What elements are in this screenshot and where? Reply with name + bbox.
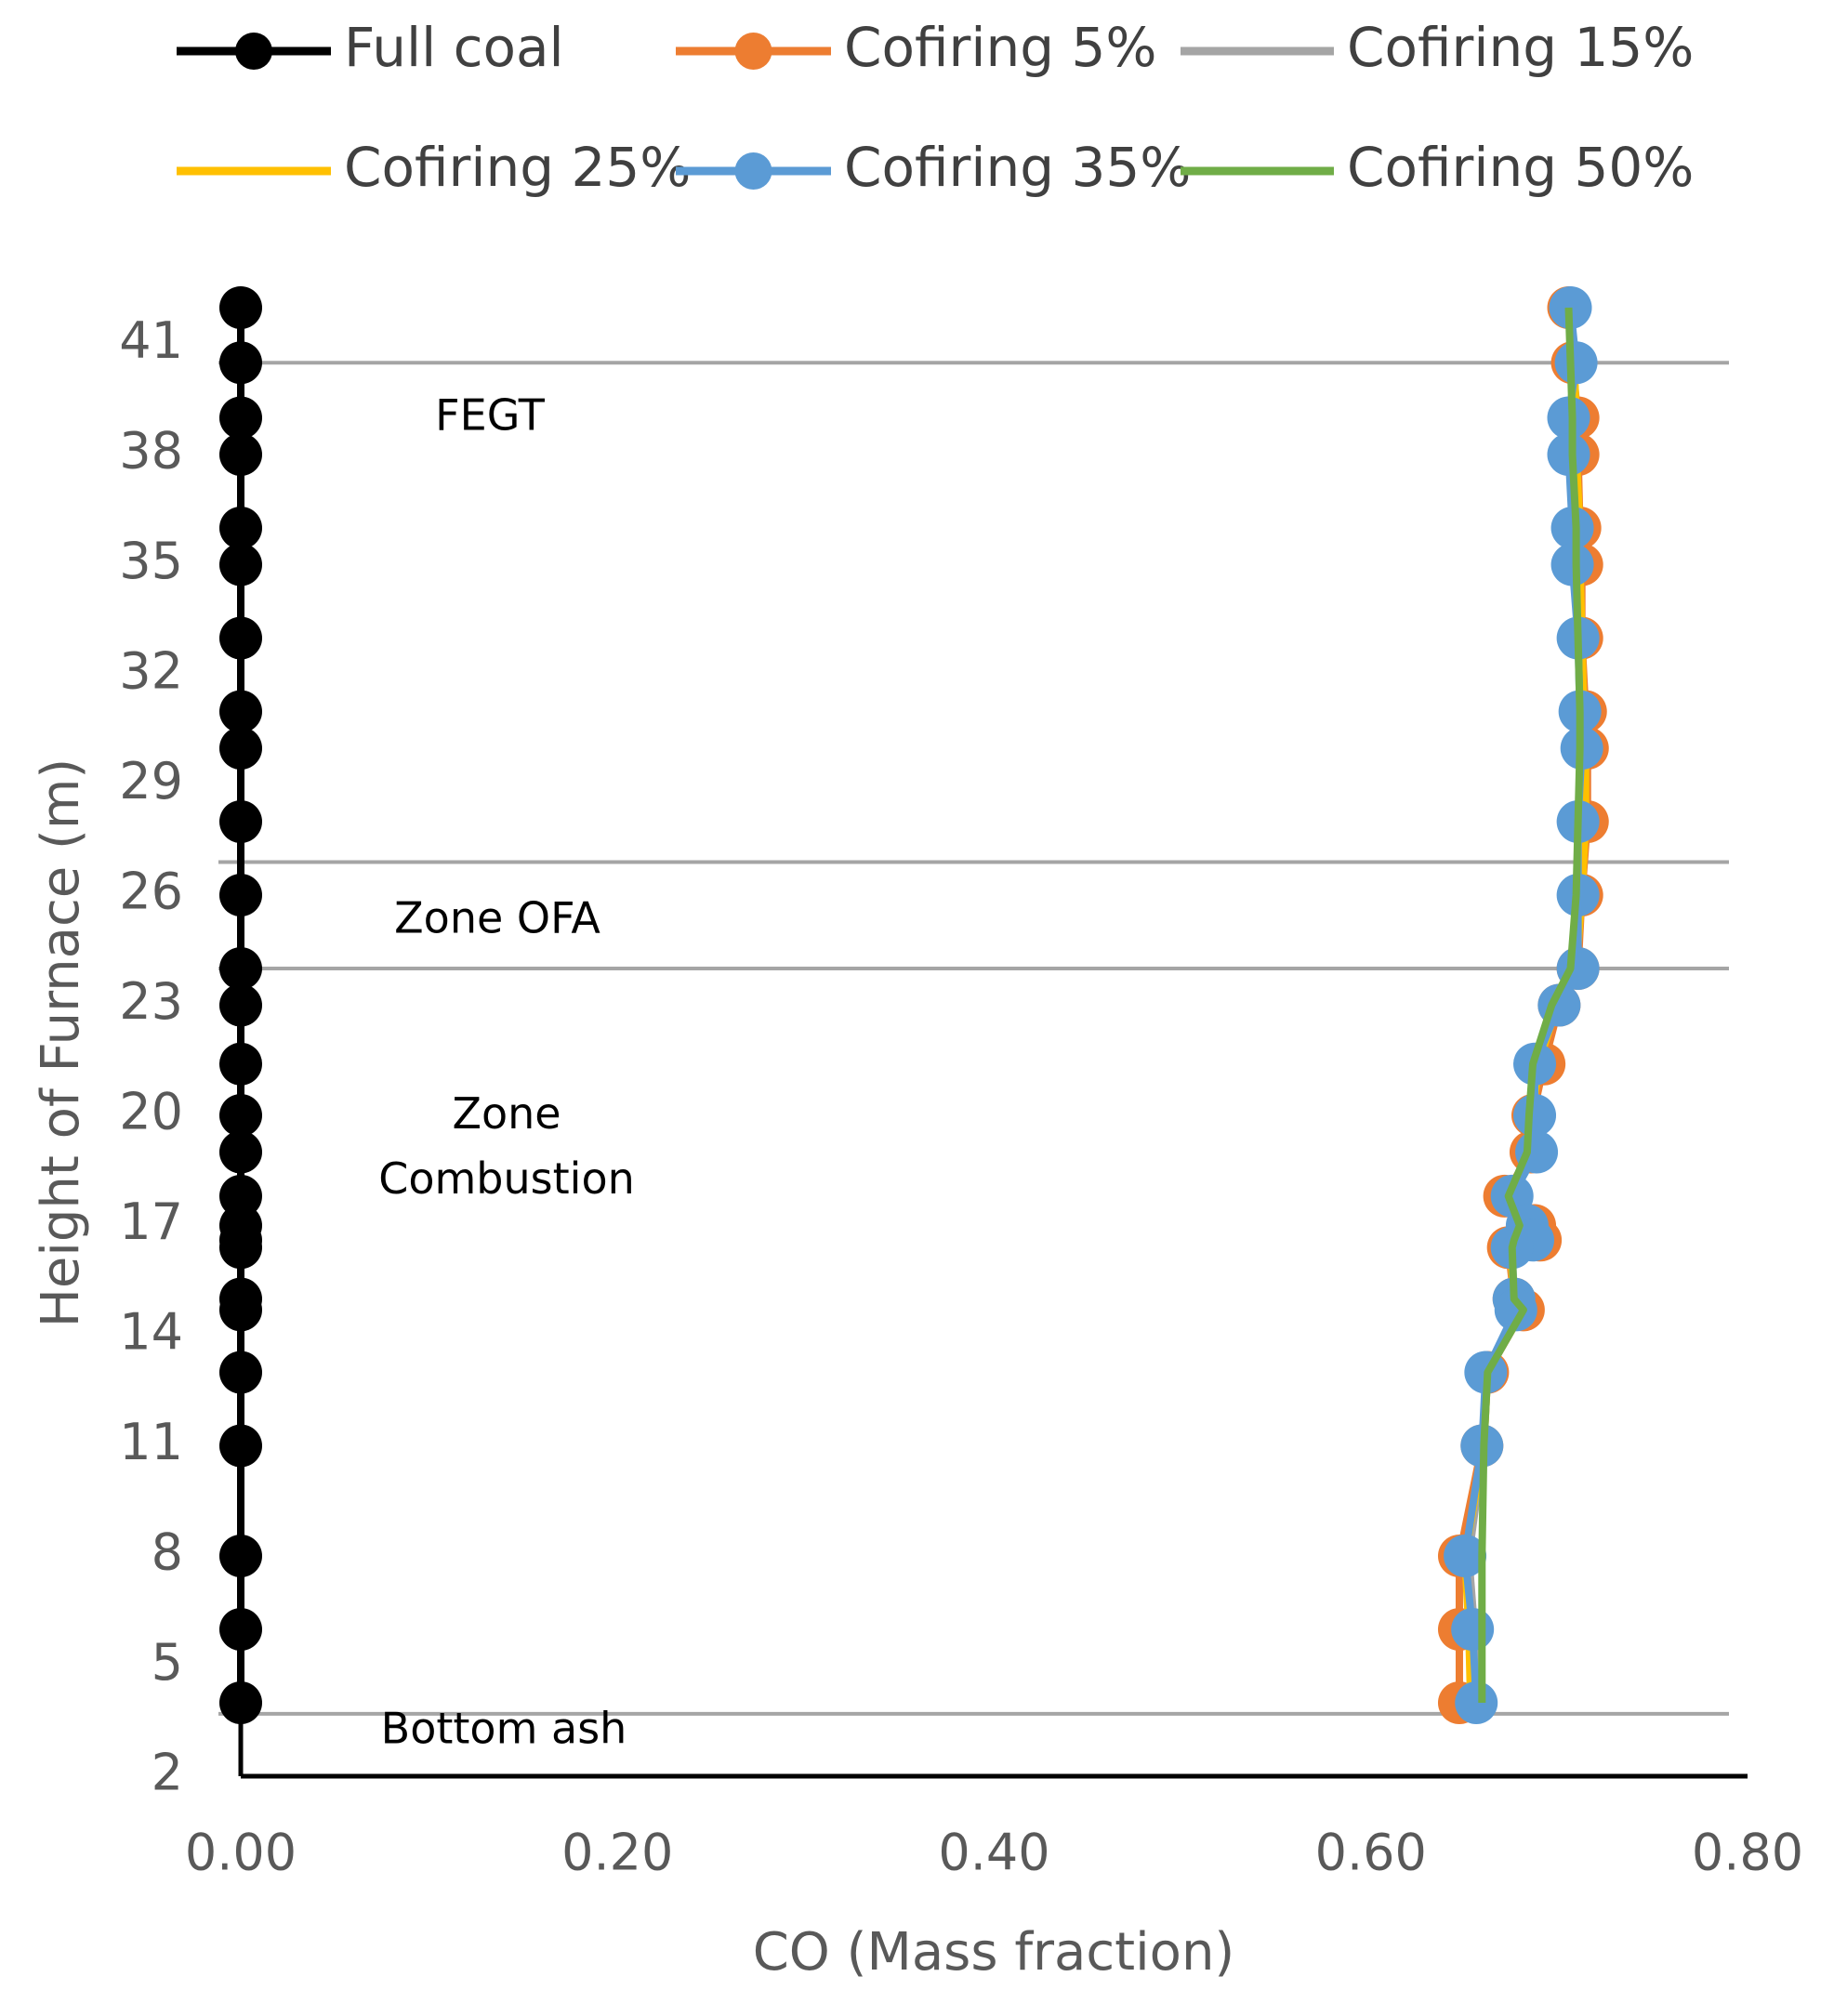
y-tick-label: 23 (119, 972, 183, 1031)
zone-label: FEGT (435, 390, 546, 441)
y-tick-label: 26 (119, 863, 183, 921)
y-tick-label: 38 (119, 422, 183, 481)
legend-label: Cofiring 15% (1347, 16, 1694, 79)
zone-label: Bottom ash (381, 1704, 627, 1754)
y-axis-title: Height of Furnace (m) (31, 758, 91, 1327)
marker (219, 616, 262, 660)
x-tick-label: 0.00 (185, 1824, 297, 1882)
marker (1494, 1288, 1537, 1332)
marker (1550, 507, 1594, 549)
marker (219, 341, 262, 385)
series-line (1478, 307, 1584, 1703)
legend-label: Full coal (344, 16, 564, 79)
y-tick-label: 32 (119, 642, 183, 701)
y-tick-label: 41 (119, 311, 183, 370)
legend-label: Cofiring 50% (1347, 136, 1694, 199)
marker (1550, 543, 1594, 586)
x-tick-label: 0.40 (938, 1824, 1049, 1882)
legend-label: Cofiring 5% (844, 16, 1157, 79)
marker (219, 800, 262, 843)
marker (219, 690, 262, 733)
marker (219, 1608, 262, 1651)
x-axis-title: CO (Mass fraction) (753, 1922, 1235, 1983)
marker (1547, 396, 1590, 440)
y-tick-label: 8 (152, 1523, 183, 1582)
zone-label: Zone Combustion (378, 1088, 635, 1204)
marker (219, 1174, 262, 1218)
marker (1444, 1535, 1487, 1577)
x-tick-label: 0.60 (1315, 1824, 1427, 1882)
legend-marker (235, 33, 272, 70)
legend-label: Cofiring 25% (344, 136, 691, 199)
marker (219, 1288, 262, 1332)
marker (219, 1094, 262, 1137)
y-tick-label: 2 (152, 1744, 183, 1802)
marker (219, 507, 262, 549)
marker (219, 1535, 262, 1577)
marker (219, 396, 262, 440)
y-tick-label: 11 (119, 1413, 183, 1471)
marker (219, 983, 262, 1027)
x-tick-label: 0.20 (561, 1824, 673, 1882)
marker (219, 727, 262, 770)
marker (1554, 341, 1598, 385)
zone-label: Zone OFA (394, 893, 600, 943)
y-tick-label: 29 (119, 752, 183, 810)
marker (1455, 1681, 1498, 1724)
legend-marker (734, 33, 772, 70)
legend-label: Cofiring 35% (844, 136, 1191, 199)
marker (219, 433, 262, 476)
marker (219, 286, 262, 329)
marker (219, 1130, 262, 1174)
marker (219, 947, 262, 990)
marker (219, 1681, 262, 1724)
marker (1513, 1094, 1557, 1137)
y-tick-label: 35 (119, 532, 183, 590)
marker (219, 1424, 262, 1468)
y-tick-label: 20 (119, 1083, 183, 1141)
marker (219, 874, 262, 916)
x-tick-label: 0.80 (1692, 1824, 1803, 1882)
y-tick-label: 14 (119, 1303, 183, 1362)
marker (1547, 433, 1590, 476)
marker (219, 1226, 262, 1270)
legend-marker (734, 152, 772, 190)
marker (1451, 1608, 1495, 1651)
marker (219, 1351, 262, 1394)
marker (219, 543, 262, 586)
y-tick-label: 17 (119, 1192, 183, 1251)
marker (219, 1042, 262, 1086)
y-tick-label: 5 (152, 1633, 183, 1692)
